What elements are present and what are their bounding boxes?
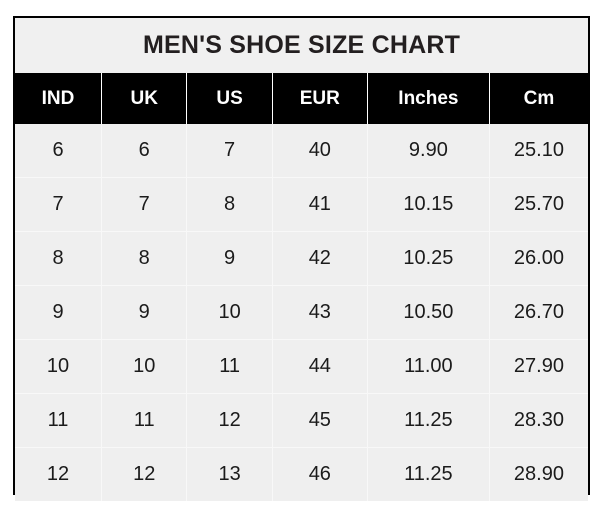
column-header-ind: IND (15, 73, 103, 124)
cell-cm: 26.70 (489, 285, 588, 340)
cell-eur: 40 (272, 124, 368, 178)
cell-uk: 10 (101, 339, 188, 394)
shoe-size-chart: MEN'S SHOE SIZE CHART IND UK US EUR Inches Cm… (13, 16, 590, 501)
cell-ind: 9 (15, 285, 103, 340)
table-row: 8 8 9 42 10.25 26.00 (15, 231, 588, 286)
cell-us: 9 (186, 231, 273, 286)
cell-cm: 28.90 (489, 447, 588, 501)
column-header-us: US (186, 73, 273, 124)
cell-eur: 42 (272, 231, 368, 286)
cell-inches: 9.90 (367, 124, 490, 178)
column-header-cm: Cm (489, 73, 588, 124)
table-row: 12 12 13 46 11.25 28.90 (15, 447, 588, 501)
cell-inches: 10.15 (367, 177, 490, 232)
cell-eur: 43 (272, 285, 368, 340)
chart-title: MEN'S SHOE SIZE CHART (15, 18, 588, 73)
cell-cm: 25.10 (489, 124, 588, 178)
table-title-row: MEN'S SHOE SIZE CHART (15, 18, 588, 73)
column-header-eur: EUR (272, 73, 368, 124)
cell-cm: 25.70 (489, 177, 588, 232)
cell-cm: 28.30 (489, 393, 588, 448)
cell-uk: 6 (101, 124, 188, 178)
cell-ind: 8 (15, 231, 103, 286)
table-row: 11 11 12 45 11.25 28.30 (15, 393, 588, 448)
cell-uk: 12 (101, 447, 188, 501)
cell-inches: 11.25 (367, 447, 490, 501)
cell-us: 13 (186, 447, 273, 501)
table-row: 9 9 10 43 10.50 26.70 (15, 285, 588, 340)
cell-inches: 10.25 (367, 231, 490, 286)
table-body: 6 6 7 40 9.90 25.10 7 7 8 41 10.15 25.70 8 8 9 42 10.25 2… (15, 124, 588, 501)
cell-uk: 8 (101, 231, 188, 286)
cell-ind: 12 (15, 447, 103, 501)
cell-cm: 27.90 (489, 339, 588, 394)
table-header-row: IND UK US EUR Inches Cm (15, 73, 588, 124)
cell-eur: 46 (272, 447, 368, 501)
cell-uk: 11 (101, 393, 188, 448)
cell-uk: 7 (101, 177, 188, 232)
cell-cm: 26.00 (489, 231, 588, 286)
cell-eur: 41 (272, 177, 368, 232)
cell-us: 11 (186, 339, 273, 394)
cell-eur: 44 (272, 339, 368, 394)
cell-us: 7 (186, 124, 273, 178)
column-header-uk: UK (101, 73, 188, 124)
table-row: 7 7 8 41 10.15 25.70 (15, 177, 588, 232)
table-row: 6 6 7 40 9.90 25.10 (15, 124, 588, 178)
cell-inches: 11.25 (367, 393, 490, 448)
cell-us: 8 (186, 177, 273, 232)
cell-uk: 9 (101, 285, 188, 340)
cell-us: 12 (186, 393, 273, 448)
cell-inches: 11.00 (367, 339, 490, 394)
cell-ind: 11 (15, 393, 103, 448)
column-header-inches: Inches (367, 73, 490, 124)
cell-inches: 10.50 (367, 285, 490, 340)
cell-us: 10 (186, 285, 273, 340)
cell-ind: 6 (15, 124, 103, 178)
cell-ind: 10 (15, 339, 103, 394)
cell-ind: 7 (15, 177, 103, 232)
size-chart-table: MEN'S SHOE SIZE CHART IND UK US EUR Inches Cm… (15, 18, 588, 501)
table-row: 10 10 11 44 11.00 27.90 (15, 339, 588, 394)
cell-eur: 45 (272, 393, 368, 448)
